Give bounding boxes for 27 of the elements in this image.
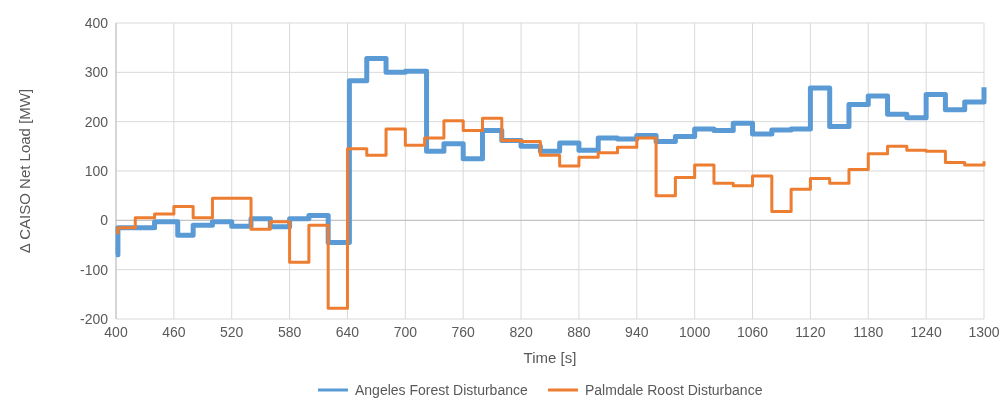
x-tick-label: 820 (509, 324, 533, 340)
x-tick-label: 460 (162, 324, 186, 340)
x-tick-label: 1240 (910, 324, 942, 340)
y-tick-label: -200 (79, 310, 109, 327)
x-tick-label: 1060 (736, 324, 769, 340)
x-tick-label: 1000 (679, 324, 711, 340)
y-tick-label: 400 (84, 14, 109, 31)
x-tick-label: 1120 (795, 324, 826, 340)
y-tick-label: 300 (84, 64, 109, 81)
x-tick-label: 880 (567, 324, 591, 340)
x-tick-label: 640 (335, 324, 360, 340)
y-tick-label: 100 (84, 162, 109, 179)
x-tick-label: 400 (104, 324, 128, 340)
x-tick-label: 520 (220, 324, 244, 340)
y-tick-label: 0 (100, 212, 109, 229)
x-tick-label: 940 (625, 324, 649, 340)
legend-label: Palmdale Roost Disturbance (585, 381, 763, 398)
y-tick-label: -100 (79, 261, 109, 278)
x-tick-label: 580 (277, 324, 302, 340)
y-tick-label: 200 (84, 113, 109, 130)
legend-label: Angeles Forest Disturbance (355, 381, 528, 398)
x-tick-label: 700 (393, 324, 418, 340)
y-axis-title: Δ CAISO Net Load [MW] (16, 88, 33, 254)
x-axis-title: Time [s] (523, 349, 577, 366)
x-tick-label: 1180 (853, 324, 884, 340)
x-tick-label: 1300 (968, 324, 1000, 340)
x-tick-label: 760 (451, 324, 476, 340)
